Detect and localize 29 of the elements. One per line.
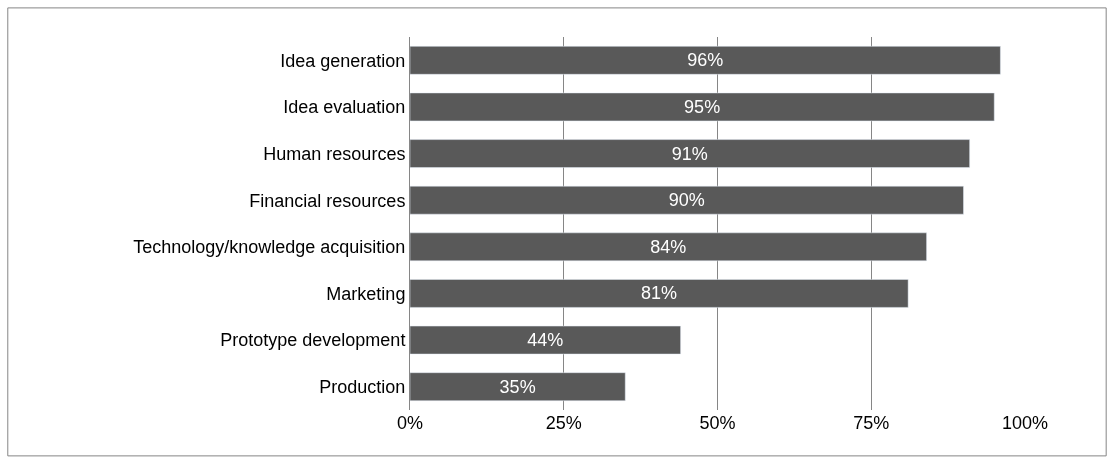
data-label: 96% — [687, 50, 724, 71]
y-tick-label: Marketing — [326, 283, 406, 304]
y-tick-label: Technology/knowledge acquisition — [133, 237, 406, 258]
y-tick-label: Prototype development — [220, 330, 406, 351]
y-tick-label: Idea evaluation — [283, 97, 406, 118]
y-tick-label: Human resources — [263, 143, 406, 164]
data-label: 84% — [650, 236, 687, 257]
bar — [410, 279, 909, 308]
bar — [410, 232, 927, 262]
data-label: 35% — [499, 376, 536, 397]
data-label: 90% — [668, 190, 705, 211]
bar — [410, 139, 970, 168]
x-tick-label: 50% — [699, 413, 736, 433]
x-tick-label: 100% — [1001, 413, 1049, 433]
bar — [410, 185, 964, 215]
x-tick-label: 25% — [545, 413, 582, 433]
data-label: 95% — [684, 96, 721, 117]
x-tick-label: 75% — [853, 413, 890, 433]
bar — [410, 325, 681, 355]
y-tick-label: Idea generation — [280, 50, 406, 71]
data-label: 81% — [641, 283, 678, 304]
x-tick-label: 0% — [396, 413, 424, 433]
bar — [410, 92, 995, 122]
y-tick-label: Financial resources — [249, 190, 406, 211]
bar — [410, 46, 1001, 75]
data-label: 44% — [527, 330, 564, 351]
bar — [410, 372, 626, 401]
data-label: 91% — [671, 143, 708, 164]
y-tick-label: Production — [319, 376, 406, 397]
